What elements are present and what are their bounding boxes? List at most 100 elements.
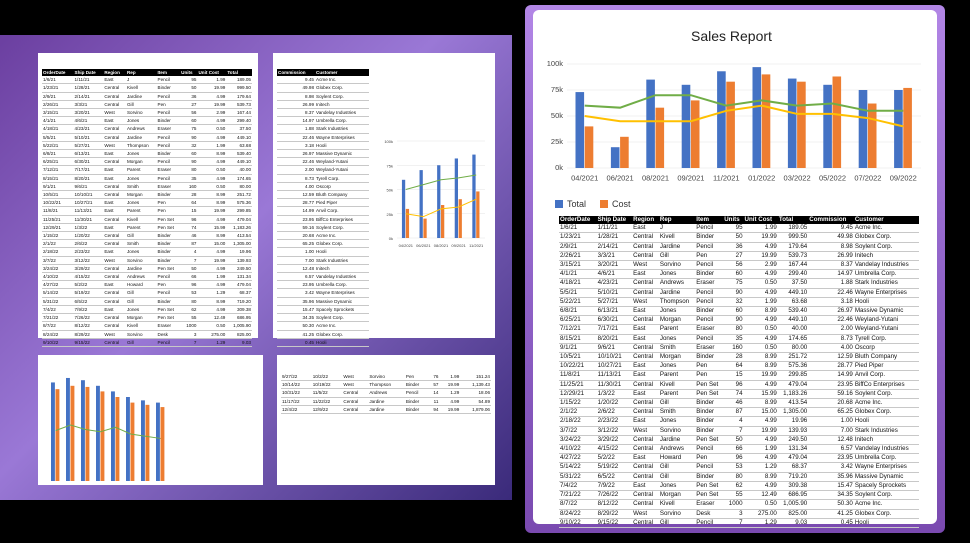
table-cell: Initech (853, 251, 919, 262)
table-cell: 23.95 (277, 280, 315, 290)
table-cell: 54.89 (460, 397, 491, 406)
legend-total: Total (555, 199, 586, 209)
table-cell: 19.96 (777, 416, 809, 427)
table-cell: 1.99 (197, 272, 227, 282)
table-cell: 50 (723, 435, 744, 446)
table-cell: 19.99 (197, 206, 227, 216)
table-cell: 1/20/22 (596, 398, 633, 409)
table-cell: 249.50 (777, 435, 809, 446)
table-cell: 6/30/21 (73, 157, 104, 167)
table-cell: Central (632, 343, 659, 354)
table-cell: 9/6/21 (73, 182, 104, 192)
table-cell: 2/14/21 (73, 92, 104, 101)
table-cell: 10/5/21 (559, 352, 597, 363)
table-cell: 12/9/22 (311, 405, 343, 415)
table-row: 7/4/22 7/9/22 East Jones Pen Set 62 4.99 309.38 (42, 305, 252, 315)
table-cell: 26.97 (277, 149, 315, 159)
table-cell: Smith (658, 343, 696, 354)
table-cell: 8.99 (197, 231, 227, 241)
table-row: 10/22/21 10/27/21 East Jones Pen 64 8.99 575.36 (42, 198, 252, 208)
table-row: 3.18 Hooli (277, 141, 369, 151)
table-cell: 37.50 (226, 124, 252, 134)
table-cell: East (103, 165, 126, 175)
table-cell: 1/15/22 (559, 398, 597, 409)
table-cell: 1.88 (808, 278, 854, 289)
x-tick-label: 09/2022 (890, 174, 917, 183)
table-cell: Jones (125, 247, 157, 257)
table-cell: 6/8/21 (559, 306, 597, 317)
table-cell: Acme Inc. (853, 398, 919, 409)
table-cell: 1/11/21 (73, 76, 104, 85)
table-cell: 4.99 (197, 133, 227, 142)
y-tick-label: 75k (551, 85, 563, 94)
table-cell: Binder (695, 407, 724, 418)
table-cell: Wayne Enterprises (315, 288, 369, 298)
table-cell: West (103, 141, 126, 151)
table-row: 35.96 Massive Dynamic (277, 297, 369, 306)
table-cell: 1/23/21 (42, 83, 74, 93)
column-header: Total (226, 69, 252, 77)
table-row: 28.77 Pied Piper (277, 198, 369, 208)
table-row: 10/31/22 11/5/22 Central Andrews Pencil 14 1.2… (281, 388, 491, 398)
table-cell: Pen Set (156, 215, 181, 224)
table-row: 5/14/22 5/19/22 Central Gill Pencil 53 1.29 68.… (42, 288, 252, 298)
table-cell: 131.34 (226, 272, 252, 282)
table-cell: Desk (695, 509, 724, 519)
table-cell: 5/27/21 (73, 141, 104, 151)
table-cell: 3/20/21 (73, 108, 104, 118)
table-cell: Tyrell Corp. (853, 334, 919, 344)
table-cell: 65.25 (277, 239, 315, 249)
table-cell: 4.99 (743, 269, 778, 280)
table-cell: 1/28/21 (596, 232, 633, 243)
table-cell: 95 (723, 224, 744, 234)
table-cell: 32 (723, 297, 744, 308)
table-cell: 5/14/22 (42, 288, 74, 298)
table-cell: West (632, 260, 659, 271)
table-cell: 413.54 (226, 231, 252, 241)
x-tick-label: 09/2021 (677, 174, 704, 183)
bar-cost (797, 81, 806, 168)
table-cell: 10/31/22 (281, 388, 312, 398)
bar-total (858, 90, 868, 168)
table-cell: Central (632, 444, 659, 455)
small-chart-top: 0k 25k 50k 75k 100k 04/2021 06/2021 08/2021 09/2… (384, 139, 485, 248)
table-cell: 6/5/22 (73, 297, 104, 306)
x-tick-label: 04/2021 (399, 243, 414, 248)
table-cell: West (632, 297, 659, 308)
table-cell: Gill (125, 231, 157, 241)
y-tick-label: 25k (387, 212, 393, 217)
table-cell: 50.30 (808, 499, 854, 510)
table-cell: 5/5/21 (559, 288, 597, 298)
table-cell: Acme Inc. (853, 499, 919, 510)
bar-cost (761, 74, 771, 168)
table-cell: Binder (695, 352, 724, 363)
table-cell: 0.45 (808, 518, 854, 528)
table-cell: Globex Corp. (853, 232, 919, 243)
table-cell: 90 (723, 315, 744, 326)
table-cell: 449.10 (777, 315, 809, 326)
table-row: 1.00 Hooli (277, 247, 369, 257)
bar-total (575, 92, 585, 168)
table-cell: Binder (695, 426, 724, 436)
spreadsheet-card-orders: OrderDate Ship Date Region Rep Item Units Unit… (38, 53, 258, 347)
table-cell: 539.40 (226, 149, 252, 159)
table-cell: 35 (180, 174, 198, 183)
table-cell: Pencil (156, 288, 181, 298)
table-cell: 1/15/22 (42, 231, 74, 241)
table-row: 4/1/21 4/6/21 East Jones Binder 60 4.99 299.40 (42, 116, 252, 126)
series-line (405, 198, 477, 218)
table-cell: 151.24 (460, 373, 491, 382)
bar-total (51, 382, 55, 481)
table-cell: Sorvino (125, 108, 157, 118)
table-cell: Pen (695, 361, 724, 372)
table-cell: 19.99 (743, 251, 778, 262)
table-cell: Sorvino (658, 426, 696, 436)
bar-total (437, 165, 441, 238)
table-cell: 5/2/22 (596, 453, 633, 464)
table-cell: Pencil (156, 141, 181, 151)
table-cell: 9.45 (808, 224, 854, 234)
table-cell: Spacely Sprockets (315, 305, 369, 315)
table-cell: 14.99 (277, 206, 315, 216)
table-cell: 3/15/21 (559, 260, 597, 271)
table-cell: 4.99 (743, 315, 778, 326)
